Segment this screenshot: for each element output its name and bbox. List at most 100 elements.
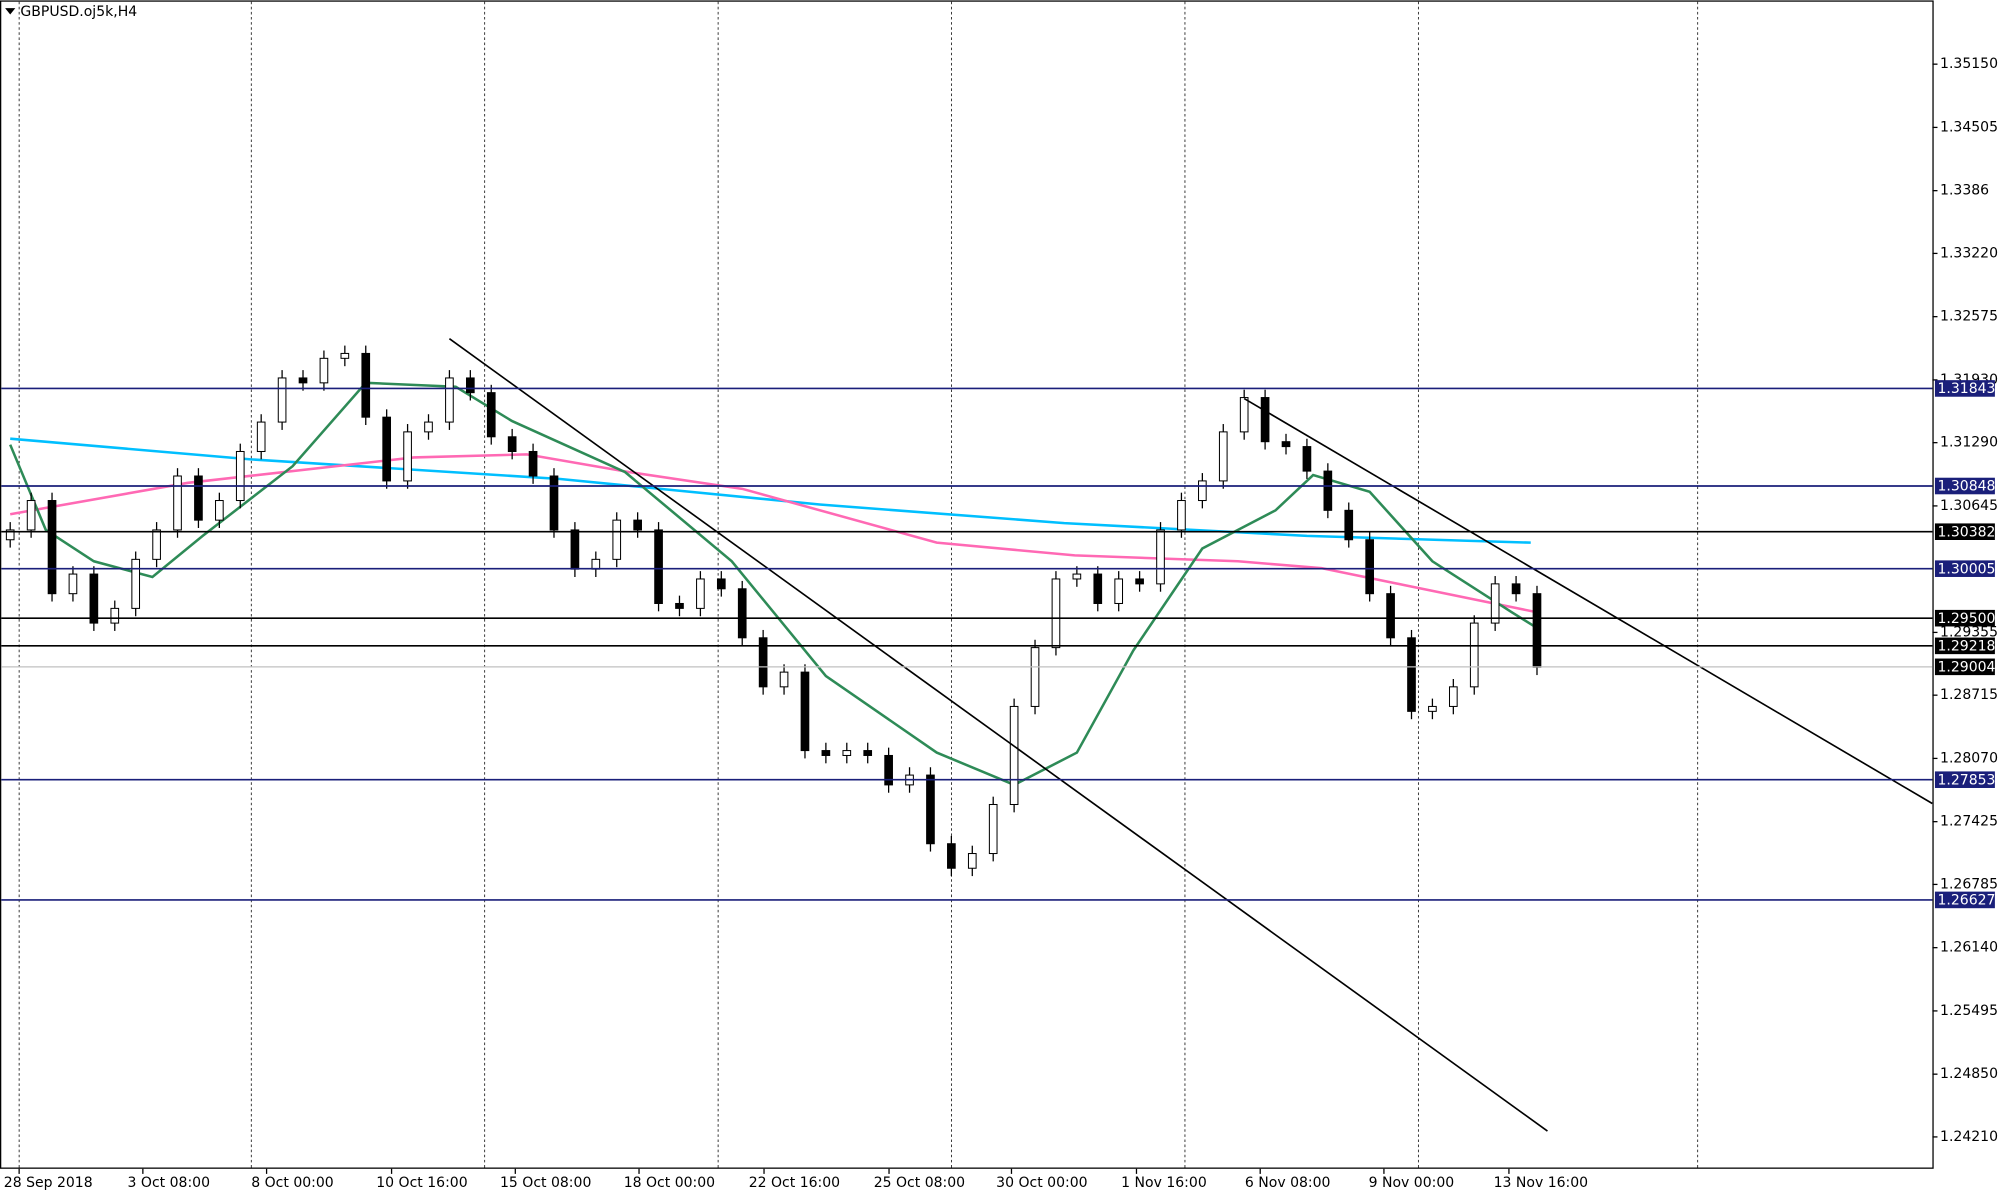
candle-body (1218, 431, 1228, 482)
level-label: 1.30005 (1938, 561, 1996, 577)
trend-line (1243, 397, 1933, 805)
x-tick-label: 13 Nov 16:00 (1494, 1175, 1589, 1191)
candle-body (5, 529, 15, 541)
candle-body (1386, 593, 1395, 639)
candle-body (612, 519, 622, 560)
y-tick-label: 1.31290 (1940, 435, 1998, 451)
candle-body (1198, 480, 1207, 502)
candle-body (1260, 397, 1270, 443)
x-tick-label: 1 Nov 16:00 (1121, 1175, 1207, 1191)
candle-body (361, 352, 371, 418)
x-tick-label: 25 Oct 08:00 (874, 1175, 965, 1191)
candle-body (1532, 593, 1542, 668)
x-tick-label: 18 Oct 00:00 (624, 1175, 715, 1191)
candle-body (173, 475, 182, 531)
candle-body (570, 529, 580, 570)
y-tick-label: 1.28070 (1940, 750, 1998, 766)
level-label: 1.29004 (1938, 659, 1996, 675)
candle-body (1156, 529, 1165, 585)
candle-body (1281, 441, 1291, 448)
level-label: 1.26627 (1938, 893, 1996, 909)
candle-body (654, 529, 663, 604)
candle-body (926, 774, 935, 845)
level-label: 1.29500 (1938, 611, 1996, 627)
x-tick-label: 9 Nov 00:00 (1369, 1175, 1455, 1191)
menu-arrow[interactable] (5, 8, 16, 15)
candle-body (445, 377, 454, 423)
candle-body (110, 607, 120, 624)
y-tick-label: 1.33220 (1940, 245, 1998, 261)
x-tick-label: 28 Sep 2018 (4, 1175, 93, 1191)
candle-body (486, 392, 496, 438)
candle-body (842, 750, 852, 756)
candle-body (549, 475, 559, 531)
level-label: 1.31843 (1938, 381, 1996, 397)
candle-body (1490, 583, 1500, 624)
y-tick-label: 1.34505 (1940, 119, 1998, 135)
y-tick-label: 1.3386 (1940, 183, 1989, 199)
y-tick-label: 1.28715 (1940, 687, 1998, 703)
candle-body (235, 450, 245, 502)
candle-body (1428, 705, 1437, 712)
x-tick-label: 30 Oct 00:00 (996, 1175, 1087, 1191)
candle-body (988, 803, 998, 855)
candle-body (1030, 647, 1040, 707)
candle-body (800, 671, 810, 752)
x-tick-label: 22 Oct 16:00 (749, 1175, 840, 1191)
trend-line (448, 338, 1548, 1132)
candle-body (68, 573, 78, 595)
candle-body (716, 578, 726, 590)
y-tick-label: 1.25495 (1940, 1003, 1998, 1019)
candle-body (1469, 622, 1479, 688)
level-label: 1.29218 (1938, 638, 1996, 654)
candle-body (884, 754, 893, 786)
level-label-box (1934, 609, 1995, 627)
candle-body (1344, 509, 1354, 541)
candle-body (89, 573, 99, 624)
candle-body (340, 352, 350, 359)
level-label-box (1934, 560, 1995, 577)
candle-body (382, 416, 392, 482)
candle-body (1323, 470, 1333, 511)
candle-body (1239, 397, 1249, 433)
candle-body (528, 450, 538, 477)
candle-body (675, 602, 684, 609)
candle-body (298, 377, 308, 384)
candle-body (1177, 500, 1186, 531)
moving-average-line (10, 437, 1531, 544)
moving-average-line (9, 453, 1538, 614)
level-label: 1.30848 (1938, 479, 1996, 495)
candle-body (215, 500, 224, 521)
candle-body (591, 558, 601, 570)
candle-body (507, 436, 517, 453)
candle-body (737, 588, 747, 639)
y-tick-label: 1.26140 (1940, 940, 1998, 956)
candle-body (152, 529, 161, 560)
candle-body (633, 519, 642, 531)
candle-body (1051, 578, 1061, 649)
x-tick-label: 15 Oct 08:00 (500, 1175, 591, 1191)
chart-title: GBPUSD.oj5k,H4 (20, 4, 137, 20)
level-label-box (1934, 477, 1995, 495)
candle-body (1511, 583, 1521, 595)
candle-body (319, 357, 329, 384)
candle-body (758, 637, 768, 688)
level-label-box (1934, 771, 1995, 788)
x-tick-label: 6 Nov 08:00 (1245, 1175, 1331, 1191)
candle-body (1114, 578, 1124, 604)
candle-body (47, 500, 57, 595)
candle-body (465, 377, 475, 394)
y-tick-label: 1.32575 (1940, 309, 1998, 325)
level-label-box (1934, 523, 1995, 540)
candle-body (863, 750, 873, 756)
y-tick-label: 1.24850 (1940, 1066, 1998, 1082)
candle-body (194, 475, 203, 521)
candle-body (256, 421, 266, 453)
level-label: 1.27853 (1938, 772, 1996, 788)
x-tick-label: 8 Oct 00:00 (251, 1175, 333, 1191)
candle-body (1448, 686, 1458, 707)
candle-body (131, 558, 141, 609)
candle-body (1009, 705, 1019, 806)
